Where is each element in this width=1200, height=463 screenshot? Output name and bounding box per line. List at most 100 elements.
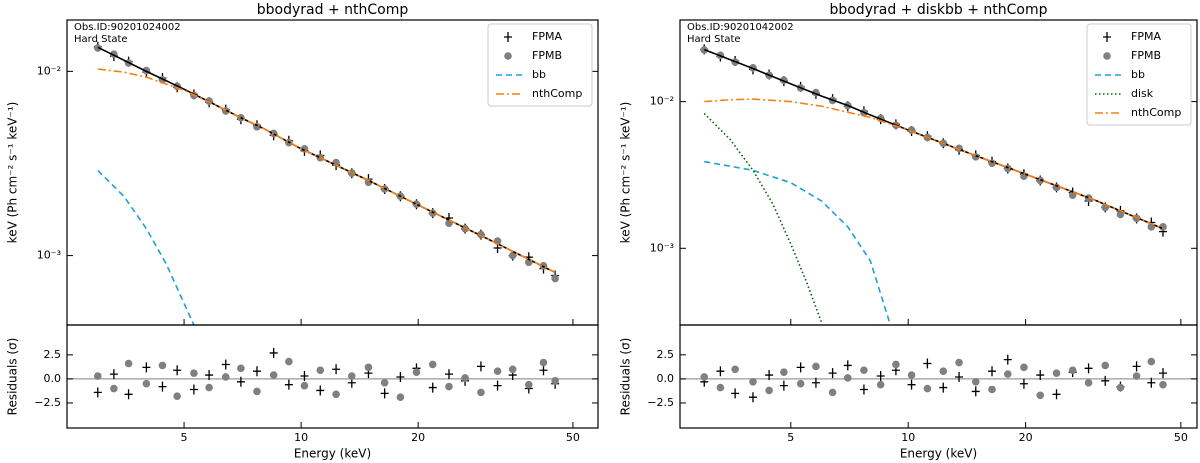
residual-point bbox=[142, 379, 151, 388]
residual-point bbox=[539, 358, 548, 367]
residual-plot bbox=[67, 347, 598, 401]
model-line bbox=[97, 68, 556, 274]
residual-point bbox=[93, 387, 102, 398]
residual-point bbox=[700, 373, 709, 381]
residual-point bbox=[971, 377, 980, 386]
residual-point bbox=[731, 388, 740, 399]
residual-point bbox=[205, 370, 214, 381]
residual-point bbox=[110, 384, 118, 393]
residual-point bbox=[158, 361, 167, 370]
residual-point bbox=[236, 376, 245, 387]
legend-box bbox=[1086, 23, 1192, 126]
y-axis-label: keV (Ph cm⁻² s⁻¹ keV⁻¹) bbox=[619, 102, 633, 244]
residual-point bbox=[348, 372, 356, 380]
residual-point bbox=[1116, 383, 1125, 392]
residual-point bbox=[189, 384, 198, 395]
panel-title: bbodyrad + nthComp bbox=[257, 2, 409, 18]
legend-marker bbox=[504, 52, 512, 60]
residual-point bbox=[477, 388, 485, 397]
residual-point bbox=[1036, 370, 1045, 381]
residual-point bbox=[461, 374, 469, 382]
residual-point bbox=[1052, 369, 1061, 377]
residual-point bbox=[828, 368, 837, 379]
x-tick-label: 20 bbox=[411, 431, 425, 444]
residual-point bbox=[300, 381, 309, 390]
residual-point bbox=[1159, 380, 1167, 389]
model-line bbox=[97, 169, 195, 325]
residual-point bbox=[380, 378, 389, 387]
residual-point bbox=[1132, 372, 1141, 380]
residual-point bbox=[988, 385, 996, 394]
residual-point bbox=[142, 362, 151, 373]
residual-point bbox=[907, 371, 916, 379]
model-line bbox=[703, 112, 823, 324]
residual-point bbox=[971, 386, 980, 397]
residual-point bbox=[1020, 363, 1028, 372]
annotation: Obs.ID:90201042002 bbox=[687, 22, 794, 33]
residual-point bbox=[731, 365, 739, 374]
residual-point bbox=[955, 358, 963, 367]
residual-point bbox=[843, 374, 852, 382]
residual-point bbox=[811, 377, 820, 388]
residual-point bbox=[1159, 368, 1168, 379]
residual-point bbox=[748, 392, 757, 403]
legend-label: nthComp bbox=[532, 87, 582, 100]
residual-point bbox=[923, 384, 932, 393]
x-tick-label: 50 bbox=[566, 431, 580, 444]
y-tick-label: 0.0 bbox=[44, 372, 62, 385]
y-tick-label: 0.0 bbox=[657, 372, 675, 385]
panel-title: bbodyrad + diskbb + nthComp bbox=[829, 2, 1047, 18]
residual-point bbox=[1147, 377, 1156, 388]
model-line bbox=[704, 160, 892, 325]
residual-point bbox=[396, 371, 405, 382]
residual-point bbox=[364, 363, 373, 372]
residual-point bbox=[445, 382, 453, 391]
legend-box bbox=[487, 23, 593, 107]
legend-marker bbox=[1103, 32, 1111, 42]
data-point bbox=[1159, 223, 1167, 231]
y-tick-label: 2.5 bbox=[657, 348, 675, 361]
residual-point bbox=[1084, 363, 1093, 374]
legend-label: bb bbox=[532, 68, 546, 81]
legend-label: nthComp bbox=[1131, 106, 1181, 119]
residual-point bbox=[190, 369, 198, 377]
residual-axis-label: Residuals (σ) bbox=[619, 338, 633, 416]
residual-point bbox=[428, 382, 437, 393]
residual-point bbox=[1132, 361, 1141, 372]
residual-point bbox=[876, 380, 885, 389]
residual-point bbox=[93, 372, 102, 380]
data-point bbox=[508, 251, 517, 260]
main-plot bbox=[93, 41, 560, 325]
residual-point bbox=[923, 358, 932, 369]
residual-point bbox=[332, 390, 340, 399]
residual-point bbox=[859, 384, 868, 395]
residual-point bbox=[1101, 361, 1110, 370]
model-line bbox=[704, 98, 1164, 230]
residual-point bbox=[716, 383, 725, 392]
annotation: Obs.ID:90201024002 bbox=[74, 22, 181, 33]
residual-point bbox=[716, 366, 725, 377]
annotation: Hard State bbox=[687, 34, 741, 45]
residual-point bbox=[812, 362, 820, 371]
residual-point bbox=[316, 366, 325, 375]
residual-point bbox=[109, 369, 118, 380]
residual-point bbox=[316, 385, 325, 396]
residual-point bbox=[749, 377, 757, 386]
y-tick-label: −2.5 bbox=[34, 396, 61, 409]
y-tick-label: 10⁻³ bbox=[650, 241, 674, 254]
residual-point bbox=[476, 361, 485, 372]
residual-point bbox=[1084, 378, 1093, 387]
residual-point bbox=[796, 379, 805, 388]
residual-point bbox=[269, 371, 278, 379]
residual-point bbox=[221, 359, 230, 370]
residual-point bbox=[300, 371, 309, 382]
residual-point bbox=[876, 371, 885, 382]
residual-point bbox=[1019, 378, 1028, 389]
x-tick-label: 50 bbox=[1174, 431, 1188, 444]
residual-point bbox=[493, 367, 502, 376]
residual-point bbox=[1068, 366, 1077, 375]
residual-point bbox=[444, 369, 453, 380]
residual-point bbox=[237, 364, 245, 373]
residual-point bbox=[1052, 389, 1061, 400]
